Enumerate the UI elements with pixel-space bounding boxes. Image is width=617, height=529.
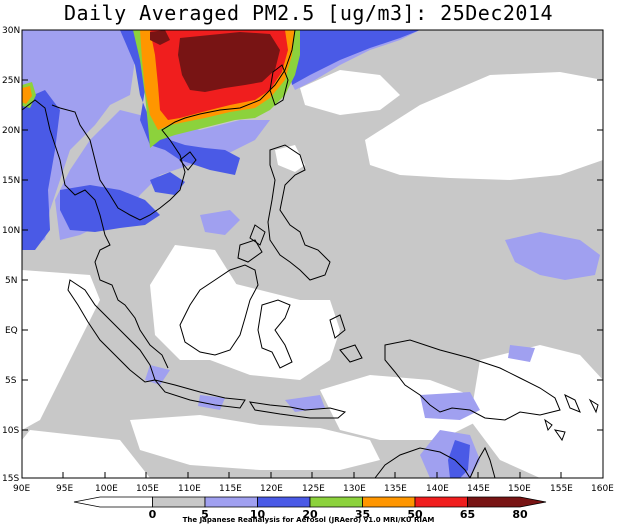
lon-label: 150E — [508, 484, 531, 494]
lat-label: 5N — [5, 276, 17, 286]
colorbar-label: 5 — [201, 508, 209, 521]
lat-ticks — [22, 79, 603, 431]
colorbar-segment — [73, 496, 153, 508]
dark-red-regions — [150, 30, 280, 92]
lat-label: 15S — [2, 474, 19, 484]
latitude-labels: 30N 25N 20N 15N 10N 5N EQ 5S 10S 15S — [2, 26, 20, 484]
lon-label: 130E — [343, 484, 366, 494]
colorbar-segment — [414, 496, 468, 508]
colorbar-segment — [257, 496, 311, 508]
longitude-labels: 90E 95E 100E 105E 110E 115E 120E 125E 13… — [13, 484, 614, 494]
colorbar-label: 0 — [149, 508, 157, 521]
colorbar-label: 20 — [302, 508, 318, 521]
lat-label: EQ — [5, 326, 18, 336]
colorbar-label: 80 — [512, 508, 528, 521]
map-title: Daily Averaged PM2.5 [ug/m3]: 25Dec2014 — [63, 1, 554, 25]
lon-label: 100E — [95, 484, 118, 494]
lat-label: 10N — [2, 226, 20, 236]
lon-label: 120E — [260, 484, 283, 494]
coastlines — [21, 29, 599, 479]
lon-label: 105E — [136, 484, 159, 494]
colorbar-segment — [309, 496, 363, 508]
lon-label: 115E — [219, 484, 242, 494]
lon-label: 95E — [56, 484, 73, 494]
lat-label: 5S — [5, 376, 17, 386]
lat-label: 25N — [2, 76, 20, 86]
lon-label: 160E — [591, 484, 614, 494]
lon-label: 110E — [178, 484, 201, 494]
colorbar-label: 65 — [460, 508, 475, 521]
colorbar: 0 5 10 20 35 50 65 80 — [73, 496, 547, 521]
colorbar-label: 10 — [250, 508, 266, 521]
colorbar-label: 35 — [355, 508, 370, 521]
map-panel — [21, 29, 603, 479]
credit-text: The Japanese Reanalysis for Aerosol (JRA… — [182, 516, 435, 524]
lon-label: 125E — [302, 484, 325, 494]
lon-label: 155E — [550, 484, 573, 494]
lon-label: 135E — [384, 484, 407, 494]
lat-label: 20N — [2, 126, 20, 136]
colorbar-label: 50 — [407, 508, 423, 521]
colorbar-segment — [152, 496, 206, 508]
lon-label: 145E — [467, 484, 490, 494]
lat-label: 15N — [2, 176, 20, 186]
colorbar-segment — [362, 496, 416, 508]
lat-label: 10S — [2, 426, 19, 436]
colorbar-segment — [204, 496, 258, 508]
lat-label: 30N — [2, 26, 20, 36]
lon-ticks — [62, 472, 562, 478]
lon-label: 140E — [426, 484, 449, 494]
lon-label: 90E — [13, 484, 30, 494]
colorbar-segment — [467, 496, 547, 508]
